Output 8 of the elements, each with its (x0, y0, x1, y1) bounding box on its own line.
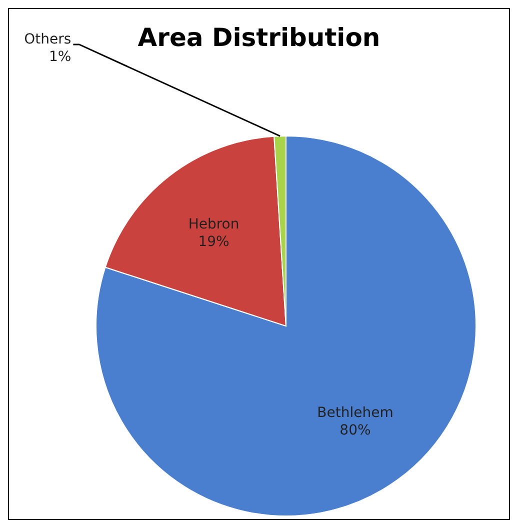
chart-title: Area Distribution (138, 23, 380, 52)
data-label: 80% (340, 422, 371, 439)
pie-slice (96, 136, 476, 516)
data-label: 19% (198, 234, 230, 250)
slice-label: Others (24, 32, 72, 48)
slice-label: Bethlehem (317, 405, 394, 422)
data-label: 1% (48, 49, 72, 65)
slice-label: Hebron (188, 216, 240, 233)
